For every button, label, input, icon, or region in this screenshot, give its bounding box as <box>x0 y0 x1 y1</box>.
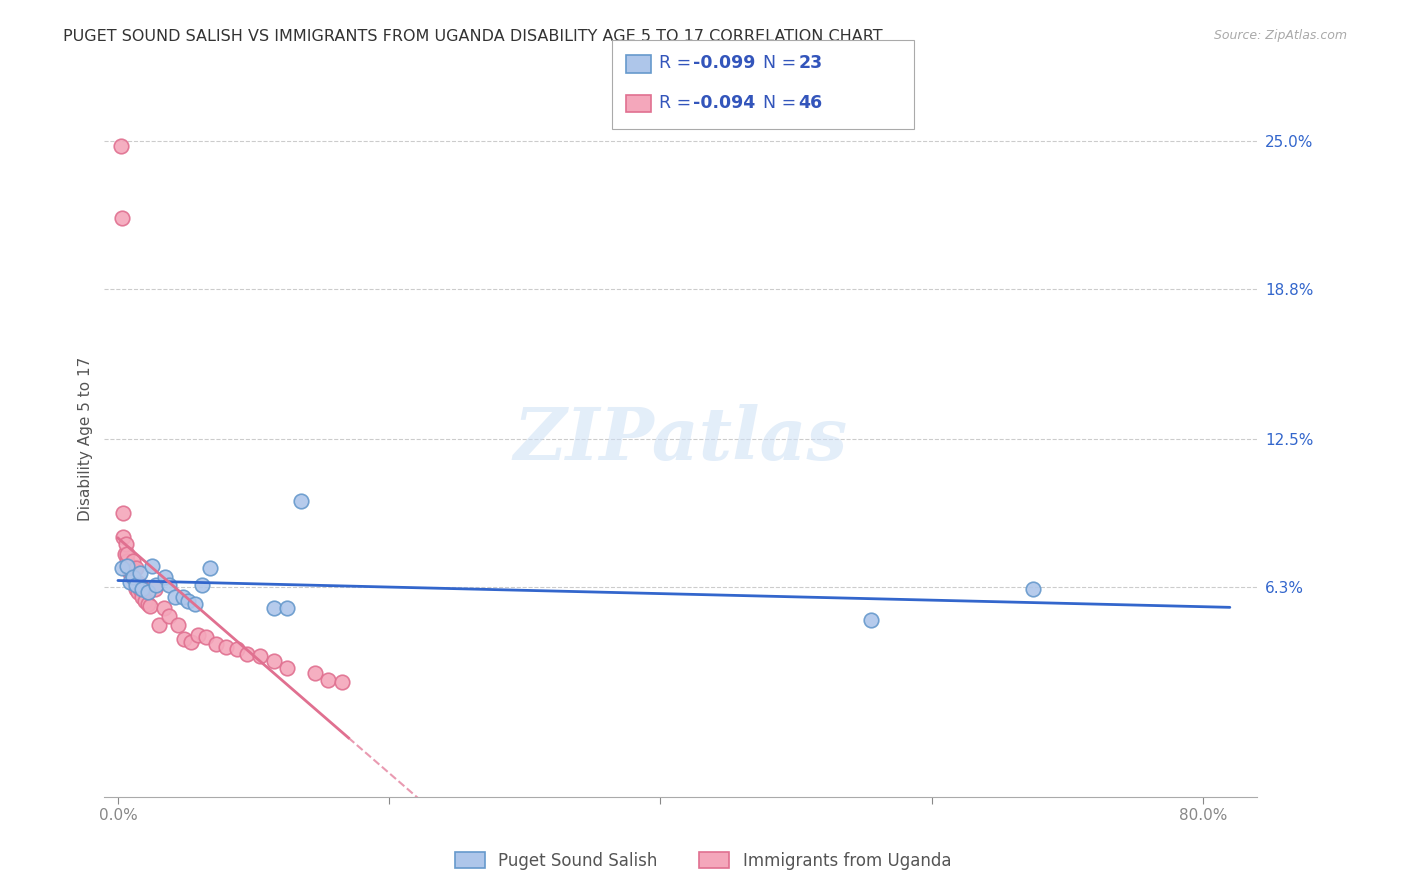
Point <box>111 561 134 575</box>
Point <box>177 594 200 608</box>
Point <box>215 640 238 654</box>
Text: PUGET SOUND SALISH VS IMMIGRANTS FROM UGANDA DISABILITY AGE 5 TO 17 CORRELATION : PUGET SOUND SALISH VS IMMIGRANTS FROM UG… <box>63 29 883 44</box>
Point <box>172 590 194 604</box>
Point <box>195 630 218 644</box>
Point <box>249 649 271 664</box>
Point <box>173 632 195 647</box>
Point <box>330 675 353 690</box>
Point <box>122 563 145 577</box>
Point <box>166 618 188 632</box>
Point <box>141 558 163 573</box>
Point <box>128 582 150 597</box>
Point <box>118 558 141 573</box>
Point <box>114 547 136 561</box>
Point <box>145 577 167 591</box>
Point <box>117 558 139 573</box>
Point <box>117 547 139 561</box>
Point <box>129 580 152 594</box>
Point <box>120 561 142 575</box>
Point <box>124 582 146 597</box>
Point <box>124 577 146 591</box>
Point <box>204 637 226 651</box>
Point <box>120 566 142 580</box>
Point <box>859 613 882 627</box>
Text: 23: 23 <box>799 54 823 72</box>
Point <box>131 582 153 597</box>
Point <box>111 211 134 225</box>
Point <box>153 601 176 615</box>
Point <box>304 665 326 680</box>
Point <box>136 597 159 611</box>
Text: -0.099: -0.099 <box>693 54 755 72</box>
Text: R =: R = <box>659 54 697 72</box>
Point <box>121 570 143 584</box>
Point <box>198 561 221 575</box>
Point <box>121 570 143 584</box>
Point <box>131 590 153 604</box>
Point <box>112 530 135 544</box>
Point <box>121 554 143 568</box>
Point <box>191 577 214 591</box>
Point <box>121 566 143 580</box>
Y-axis label: Disability Age 5 to 17: Disability Age 5 to 17 <box>79 357 93 522</box>
Point <box>263 601 285 615</box>
Text: R =: R = <box>659 94 697 112</box>
Point <box>290 494 312 508</box>
Point <box>226 642 249 657</box>
Point <box>187 628 209 642</box>
Point <box>136 584 159 599</box>
Point <box>127 584 149 599</box>
Point <box>128 566 150 580</box>
Point <box>112 506 135 520</box>
Point <box>184 597 207 611</box>
Point <box>128 577 150 591</box>
Point <box>110 139 132 153</box>
Point <box>180 635 202 649</box>
Point <box>155 570 177 584</box>
Point <box>163 590 186 604</box>
Point <box>134 594 156 608</box>
Text: Source: ZipAtlas.com: Source: ZipAtlas.com <box>1213 29 1347 42</box>
Text: N =: N = <box>763 54 803 72</box>
Point <box>276 661 298 675</box>
Point <box>159 608 181 623</box>
Point <box>148 618 170 632</box>
Point <box>159 577 181 591</box>
Text: N =: N = <box>763 94 803 112</box>
Point <box>236 647 259 661</box>
Point <box>263 654 285 668</box>
Point <box>132 582 155 597</box>
Point <box>276 601 298 615</box>
Point <box>125 575 148 590</box>
Point <box>139 599 162 613</box>
Point <box>115 537 138 551</box>
Legend: Puget Sound Salish, Immigrants from Uganda: Puget Sound Salish, Immigrants from Ugan… <box>449 846 957 877</box>
Point <box>117 554 139 568</box>
Text: ZIPatlas: ZIPatlas <box>513 404 848 475</box>
Text: 46: 46 <box>799 94 823 112</box>
Text: -0.094: -0.094 <box>693 94 755 112</box>
Point <box>143 582 166 597</box>
Point <box>316 673 339 687</box>
Point <box>120 575 142 590</box>
Point <box>124 561 146 575</box>
Point <box>1022 582 1045 597</box>
